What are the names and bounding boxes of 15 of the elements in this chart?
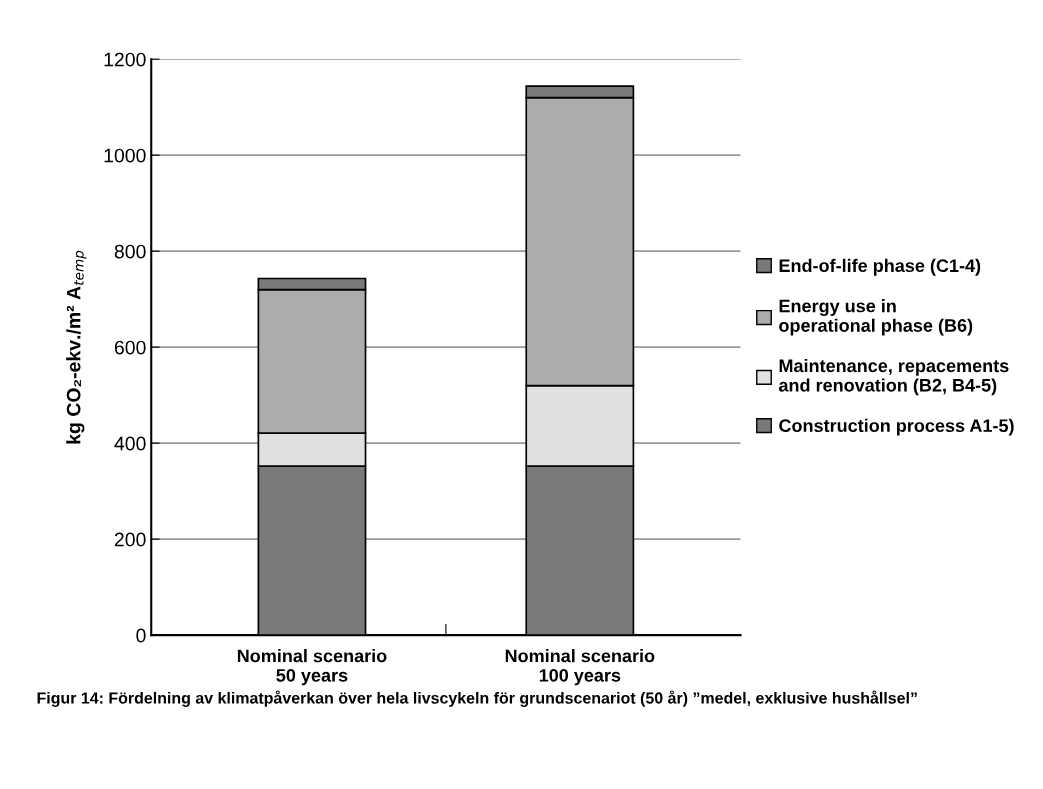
y-tick-label: 400	[114, 436, 146, 451]
y-tick-label: 1200	[104, 52, 146, 67]
legend-label: Maintenance, repacements and renovation (B2, B4-5)	[778, 358, 1009, 396]
x-tick-label: Nominal scenario 100 years	[505, 649, 655, 686]
y-tick-label: 0	[136, 628, 146, 643]
y-tick-label: 200	[114, 532, 146, 547]
y-tick-label: 600	[114, 340, 146, 355]
y-tick-label: 800	[114, 244, 146, 259]
y-tick-label: 1000	[104, 148, 146, 163]
x-tick-label: Nominal scenario 50 years	[237, 649, 387, 686]
y-axis-title: kg CO₂-ekv./m² A$_{temp}$	[66, 250, 87, 444]
legend-label: Energy use in operational phase (B6)	[779, 299, 973, 336]
text: Figur 14: Fördelning av klimatpåverkan över hela livscykeln för grundscenariot (50 år) ”medel, exklusive hushållsel”	[37, 690, 917, 707]
legend-label: End-of-life phase (C1-4)	[779, 258, 981, 276]
legend-label: Construction process A1-5)	[779, 418, 1014, 436]
